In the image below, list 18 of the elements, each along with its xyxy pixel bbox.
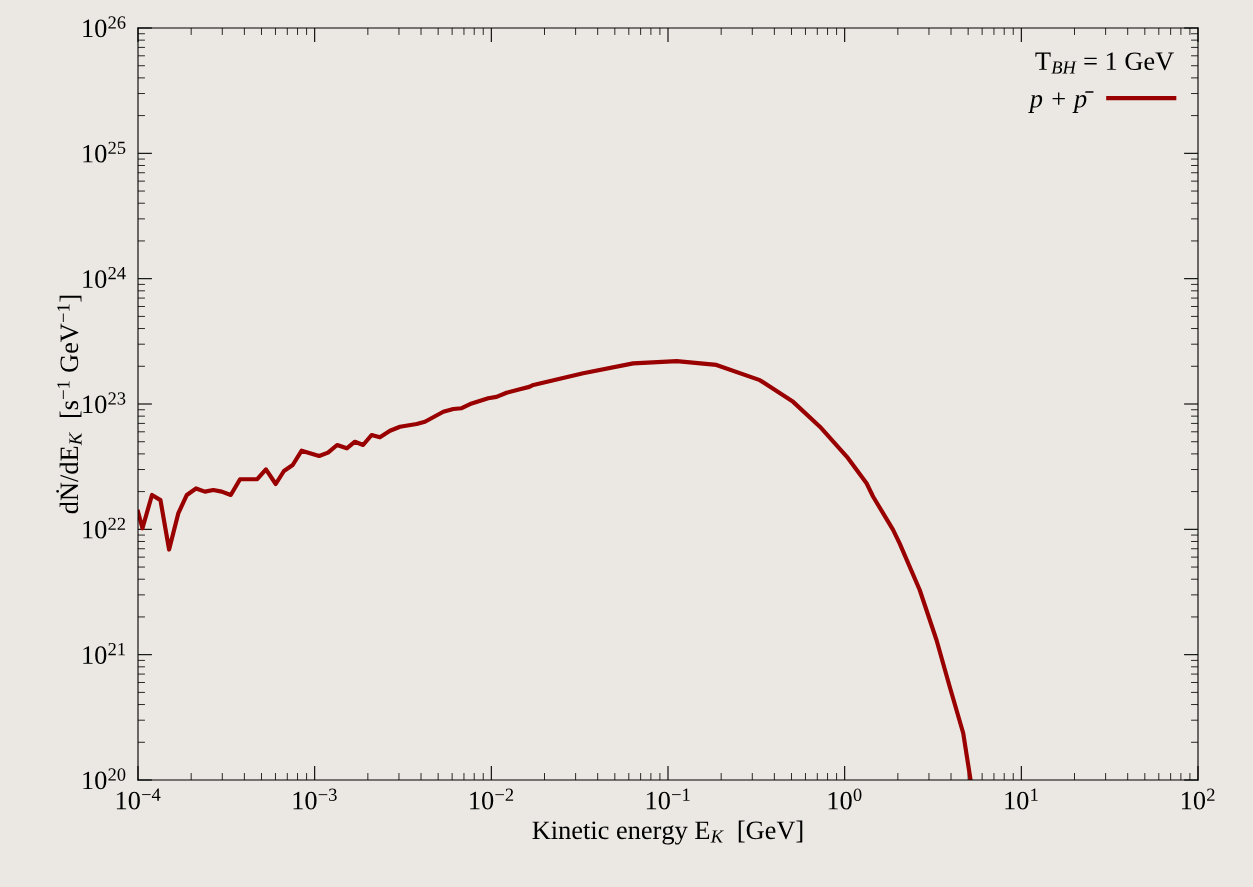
- x-tick-label: 10$^{0}$: [828, 788, 862, 810]
- legend-label: p + p̄: [1028, 91, 1094, 113]
- x-tick-label: 10$^{−2}$: [470, 788, 514, 810]
- y-tick-label: 10$^{21}$: [83, 642, 125, 664]
- y-tick-label: 10$^{22}$: [83, 517, 126, 539]
- y-tick-label: 10$^{26}$: [83, 16, 126, 38]
- y-tick-label: 10$^{25}$: [83, 141, 126, 163]
- x-tick-label: 10$^{1}$: [1005, 788, 1038, 810]
- x-tick-label: 10$^{−1}$: [646, 788, 690, 810]
- y-axis-title: dṄ/dE$_{K}$ [s$^{−1}$ GeV$^{−1}$]: [56, 295, 82, 514]
- x-axis-title: Kinetic energy E$_{K}$ [GeV]: [532, 820, 803, 845]
- legend-title: T$_{BH}$ = 1 GeV: [1035, 52, 1174, 74]
- x-tick-label: 10$^{−3}$: [293, 788, 337, 810]
- y-tick-label: 10$^{23}$: [83, 392, 126, 414]
- x-tick-label: 10$^{2}$: [1181, 788, 1215, 810]
- x-tick-label: 10$^{−4}$: [116, 788, 161, 810]
- y-tick-label: 10$^{20}$: [83, 768, 126, 790]
- y-tick-label: 10$^{24}$: [83, 266, 126, 288]
